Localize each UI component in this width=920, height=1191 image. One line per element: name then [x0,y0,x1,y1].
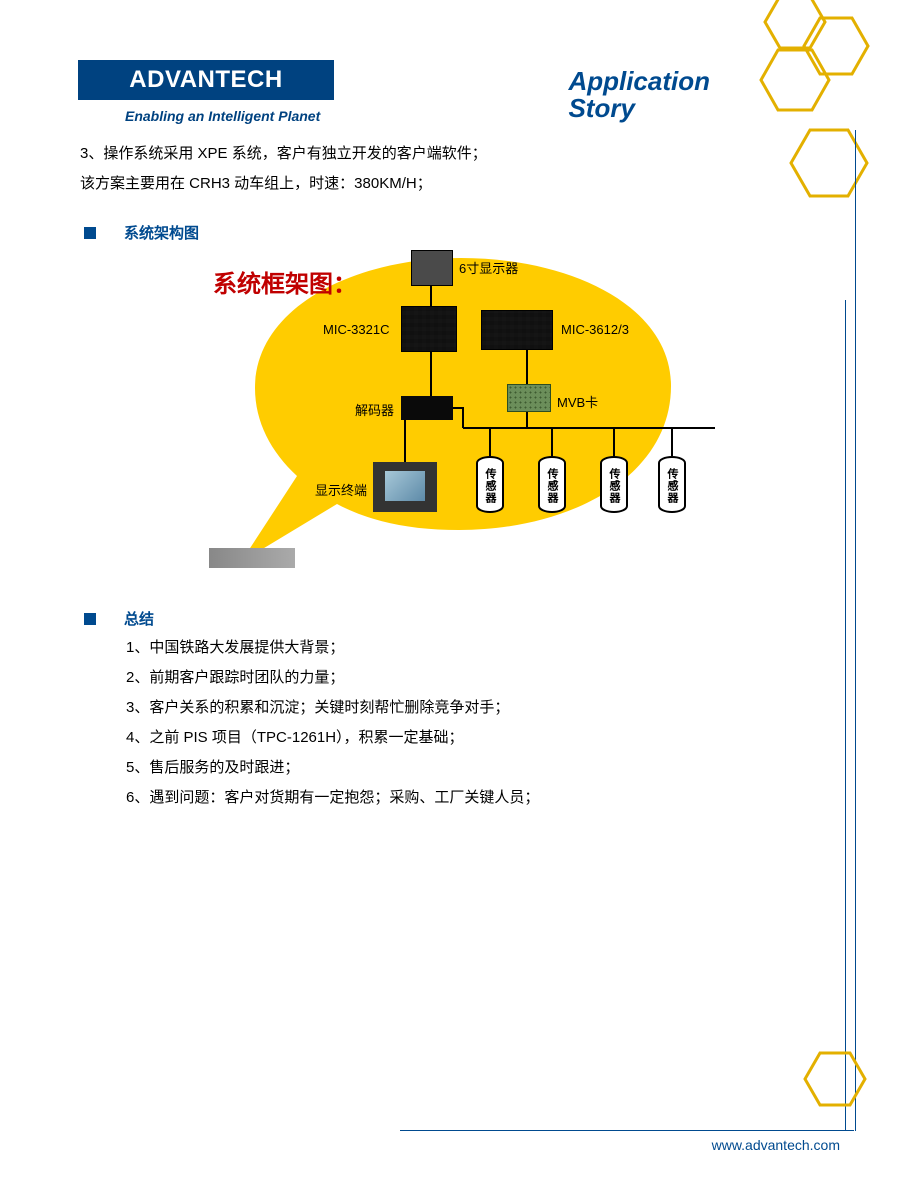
label-monitor6: 6寸显示器 [459,258,518,277]
label-mic3612: MIC-3612/3 [561,322,629,337]
decor-hex-footer [800,1047,870,1127]
page-title-line1: Application [568,68,710,95]
page-title-line2: Story [568,95,710,122]
section-bullet-icon [84,613,96,625]
node-sensor4: 传感器 [657,456,687,518]
bus-line [463,427,715,429]
edge-mic3612-mvb [526,350,528,384]
node-display [373,462,437,512]
node-mvb [507,384,551,412]
edge-bus-sensor1 [489,429,491,456]
label-sensor4: 传感器 [664,468,680,504]
edge-bus-sensor3 [613,429,615,456]
intro-line-1: 3、操作系统采用 XPE 系统，客户有独立开发的客户端软件； [80,142,487,166]
label-mic3321c: MIC-3321C [323,322,389,337]
section-summary-title: 总结 [124,608,154,629]
label-sensor2: 传感器 [544,468,560,504]
summary-item-6: 6、遇到问题：客户对货期有一定抱怨；采购、工厂关键人员； [126,786,539,810]
summary-item-3: 3、客户关系的积累和沉淀；关键时刻帮忙删除竞争对手； [126,696,509,720]
label-sensor3: 传感器 [606,468,622,504]
label-decoder: 解码器 [355,400,394,419]
diagram-title: 系统框架图： [213,264,357,299]
node-decoder [401,396,453,420]
page-title: Application Story [568,68,710,123]
edge-monitor-mic3321c [430,286,432,306]
node-sensor2: 传感器 [537,456,567,518]
section-architecture-title: 系统架构图 [124,222,199,243]
footer-url: www.advantech.com [712,1137,840,1153]
label-sensor1: 传感器 [482,468,498,504]
node-sensor3: 传感器 [599,456,629,518]
edge-decoder-display [404,420,406,462]
decor-vline-outer [855,130,856,1131]
label-mvb: MVB卡 [557,392,598,411]
section-architecture: 系统架构图 [84,222,199,243]
edge-mvb-bus [526,412,528,428]
edge-decoder-bus-v [462,407,464,428]
edge-mic3321c-decoder [430,352,432,396]
system-diagram: 系统框架图： 6寸显示器 MIC-3321C MIC-3612/3 解码器 MV… [205,246,725,570]
edge-bus-sensor4 [671,429,673,456]
node-monitor6 [411,250,453,286]
node-mic3612 [481,310,553,350]
brand-logo: ADVANTECH [78,60,334,100]
brand-logo-text: ADVANTECH [129,66,282,94]
summary-item-2: 2、前期客户跟踪时团队的力量； [126,666,344,690]
label-display: 显示终端 [315,480,367,499]
node-mic3321c [401,306,457,352]
brand-tagline: Enabling an Intelligent Planet [125,108,320,124]
intro-line-2: 该方案主要用在 CRH3 动车组上，时速：380KM/H； [80,172,432,196]
summary-item-5: 5、售后服务的及时跟进； [126,756,299,780]
node-sensor1: 传感器 [475,456,505,518]
section-bullet-icon [84,227,96,239]
summary-item-4: 4、之前 PIS 项目（TPC-1261H），积累一定基础； [126,726,464,750]
section-summary: 总结 [84,608,154,629]
edge-bus-sensor2 [551,429,553,456]
diagram-photo-strip [209,548,295,568]
summary-item-1: 1、中国铁路大发展提供大背景； [126,636,344,660]
decor-vline-inner [845,300,846,1131]
footer-rule [400,1130,854,1131]
